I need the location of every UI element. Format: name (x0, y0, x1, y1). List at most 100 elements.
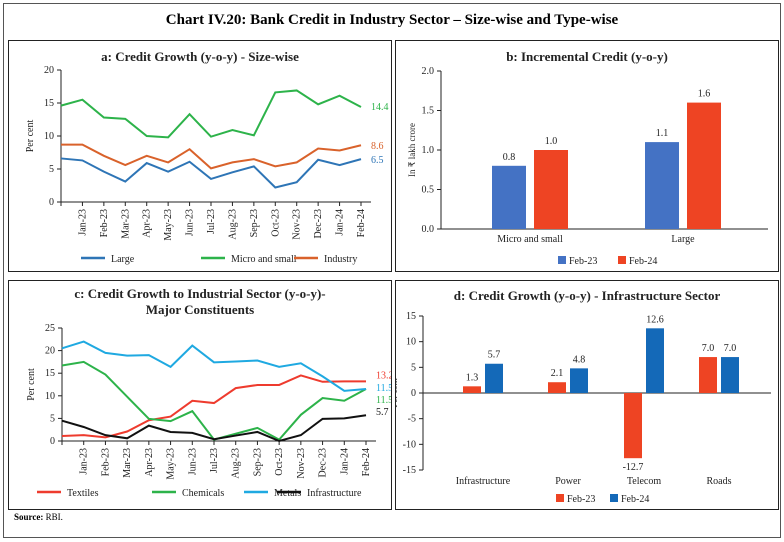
y-tick-label: -10 (403, 439, 416, 450)
data-label: 1.3 (466, 372, 479, 383)
legend-label: Large (111, 254, 135, 265)
y-tick-label: 0 (411, 388, 416, 399)
legend-label: Micro and small (231, 254, 297, 265)
y-tick-label: 1.0 (422, 145, 435, 156)
end-value-label: 5.7 (376, 407, 389, 418)
x-tick-label: Mar-23 (120, 209, 131, 239)
data-label: 4.8 (573, 354, 586, 365)
x-tick-label: Feb-23 (100, 448, 111, 476)
bar-feb-23 (548, 382, 566, 393)
y-tick-label: 0.0 (422, 224, 435, 235)
y-tick-label: 2.0 (422, 66, 435, 77)
y-tick-label: 0.5 (422, 185, 435, 196)
y-tick-label: 5 (50, 413, 55, 424)
end-value-label: 6.5 (371, 155, 384, 166)
panel-a: a: Credit Growth (y-o-y) - Size-wise 0 5 10… (8, 40, 392, 272)
panel-c: c: Credit Growth to Industrial Sector (y… (8, 280, 392, 510)
end-value-label: 11.5 (376, 383, 391, 394)
panel-b: b: Incremental Credit (y-o-y) 0.0 0.5 1.0 1.… (395, 40, 779, 272)
source-note: Source: RBI. (14, 512, 63, 522)
x-tick-label: Jul-23 (209, 448, 220, 473)
legend-label: Industry (324, 254, 357, 265)
bar-feb-24 (534, 150, 568, 229)
data-label: 12.6 (646, 314, 664, 325)
bar-feb-24 (687, 102, 721, 229)
legend-swatch (556, 494, 564, 502)
legend-label: Chemicals (182, 488, 224, 499)
legend-label: Metals (274, 488, 301, 499)
bar-feb-23 (699, 357, 717, 393)
category-label: Roads (707, 476, 732, 487)
bar-feb-24 (646, 328, 664, 393)
legend-label: Feb-23 (567, 494, 595, 505)
y-tick-label: 1.5 (422, 106, 435, 117)
category-label: Power (555, 476, 581, 487)
source-text: RBI. (45, 512, 63, 522)
y-axis-label: Per cent (396, 378, 399, 408)
bar-feb-23 (463, 386, 481, 393)
bar-feb-24 (570, 368, 588, 393)
bar-feb-24 (485, 363, 503, 393)
data-label: 1.6 (698, 89, 711, 100)
x-tick-label: May-23 (166, 448, 177, 480)
category-label: Telecom (627, 476, 662, 487)
end-value-label: 13.2 (376, 370, 391, 381)
series-line-metals (61, 340, 367, 392)
series-line-micro-and-small (60, 89, 362, 139)
y-tick-label: 15 (45, 368, 55, 379)
chart-b: b: Incremental Credit (y-o-y) 0.0 0.5 1.0 1.… (407, 49, 768, 267)
y-tick-label: 20 (44, 65, 54, 76)
data-label: 1.1 (656, 128, 669, 139)
y-tick-label: -15 (403, 465, 416, 476)
x-tick-label: Feb-23 (99, 209, 110, 237)
chart-c: c: Credit Growth to Industrial Sector (y… (26, 286, 391, 499)
legend-swatch (618, 256, 626, 264)
series-line-industry (61, 143, 362, 170)
y-tick-label: 10 (406, 337, 416, 348)
x-tick-label: Dec-23 (318, 448, 329, 477)
legend-label: Feb-23 (569, 256, 597, 267)
chart-a: a: Credit Growth (y-o-y) - Size-wise 0 5 10… (25, 49, 389, 265)
x-tick-label: Aug-23 (231, 448, 242, 479)
chart-title: b: Incremental Credit (y-o-y) (506, 49, 668, 64)
legend-label: Feb-24 (629, 256, 657, 267)
figure-frame (3, 3, 781, 538)
figure-title: Chart IV.20: Bank Credit in Industry Sec… (165, 12, 619, 28)
data-label: 1.0 (545, 136, 558, 147)
bar-feb-23 (645, 142, 679, 229)
y-tick-label: 10 (44, 131, 54, 142)
legend-label: Infrastructure (307, 488, 362, 499)
x-tick-label: Feb-24 (361, 448, 372, 476)
x-tick-label: Oct-23 (270, 209, 281, 237)
x-tick-label: Jul-23 (206, 209, 217, 234)
data-label: 7.0 (724, 343, 737, 354)
y-tick-label: 25 (45, 323, 55, 334)
end-value-label: 11.5 (376, 395, 391, 406)
category-label: Infrastructure (456, 476, 511, 487)
x-tick-label: Jan-24 (339, 448, 350, 475)
bar-feb-23 (624, 393, 642, 459)
x-tick-label: Oct-23 (274, 448, 285, 476)
legend-label: Textiles (67, 488, 99, 499)
legend-swatch (558, 256, 566, 264)
data-label: 0.8 (503, 152, 516, 163)
bar-feb-24 (721, 357, 739, 393)
panel-d: d: Credit Growth (y-o-y) - Infrastructur… (395, 280, 779, 510)
data-label: 2.1 (551, 368, 564, 379)
x-tick-label: Jan-23 (79, 448, 90, 475)
x-tick-label: Aug-23 (227, 209, 238, 240)
y-tick-label: 5 (49, 164, 54, 175)
y-axis-label: Per cent (26, 368, 37, 401)
end-value-label: 14.4 (371, 102, 389, 113)
chart-subtitle: Major Constituents (146, 302, 254, 317)
y-axis-label: In ₹ lakh crore (407, 123, 417, 177)
chart-title: a: Credit Growth (y-o-y) - Size-wise (101, 49, 299, 64)
y-tick-label: 0 (49, 197, 54, 208)
y-tick-label: 0 (50, 436, 55, 447)
series-line-large (60, 157, 362, 189)
y-axis-label: Per cent (25, 120, 36, 153)
x-tick-label: Jan-24 (335, 209, 346, 236)
series-line-chemicals (61, 360, 367, 441)
x-tick-label: Apr-23 (142, 209, 153, 238)
